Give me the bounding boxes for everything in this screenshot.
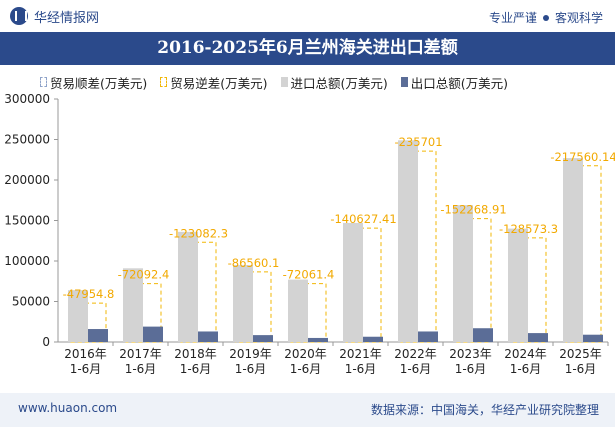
- x-tick-label: 1-6月: [70, 362, 102, 376]
- deficit-data-label: -128573.3: [499, 222, 558, 236]
- x-tick-label: 2019年: [229, 347, 272, 361]
- y-tick-label: 250000: [4, 133, 50, 147]
- x-tick-label: 2017年: [119, 347, 162, 361]
- import-bar: [178, 231, 198, 342]
- import-bar: [563, 158, 583, 342]
- x-tick-label: 1-6月: [125, 362, 157, 376]
- legend-label-import: 进口总额(万美元): [290, 75, 388, 91]
- export-bar: [473, 328, 493, 342]
- slogan: 专业严谨 客观科学: [489, 9, 603, 26]
- x-tick-label: 2025年: [559, 347, 602, 361]
- export-bar: [308, 337, 328, 342]
- deficit-data-label: -217560.14: [550, 150, 615, 164]
- import-bar: [288, 279, 308, 342]
- legend-swatch-deficit: [160, 77, 168, 87]
- x-tick-label: 2016年: [64, 347, 107, 361]
- chart-legend: 贸易顺差(万美元) 贸易逆差(万美元) 进口总额(万美元) 出口总额(万美元): [40, 73, 521, 92]
- x-tick-label: 1-6月: [180, 362, 212, 376]
- import-bar: [123, 268, 143, 342]
- deficit-bar: [565, 165, 602, 343]
- legend-item-import: 进口总额(万美元): [280, 73, 388, 92]
- x-tick-label: 2024年: [504, 347, 547, 361]
- import-bar: [68, 290, 88, 342]
- x-tick-label: 1-6月: [565, 362, 597, 376]
- import-bar: [343, 222, 363, 342]
- top-bar: 华经情报网 专业严谨 客观科学: [0, 0, 615, 32]
- x-tick-label: 1-6月: [510, 362, 542, 376]
- import-bar: [233, 265, 253, 342]
- legend-item-export: 出口总额(万美元): [400, 73, 509, 92]
- footer-source: 数据来源：中国海关，华经产业研究院整理: [370, 403, 599, 417]
- bar-chart: 0 50000 100000 150000 200000 250000 300000 -479…: [4, 92, 615, 376]
- x-tick-label: 1-6月: [290, 362, 322, 376]
- x-tick-label: 2020年: [284, 347, 327, 361]
- chart-title: 2016-2025年6月兰州海关进出口差额: [157, 38, 458, 58]
- deficit-data-label: -72061.4: [283, 268, 335, 282]
- y-tick-label: 300000: [4, 92, 50, 106]
- export-bar: [418, 331, 438, 342]
- slogan-right: 客观科学: [554, 11, 603, 25]
- export-bar: [528, 333, 548, 342]
- legend-swatch-surplus: [40, 77, 47, 87]
- brand-logo-icon: [10, 7, 28, 25]
- export-bar: [253, 335, 273, 342]
- bullet-dot-icon: [542, 14, 549, 21]
- deficit-data-label: -140627.41: [330, 212, 396, 226]
- slogan-left: 专业严谨: [488, 11, 537, 25]
- legend-swatch-export: [400, 77, 408, 87]
- legend-label-deficit: 贸易逆差(万美元): [170, 75, 268, 91]
- legend-label-export: 出口总额(万美元): [410, 75, 509, 91]
- legend-swatch-import: [280, 77, 288, 87]
- deficit-data-label: -47954.8: [63, 287, 115, 301]
- export-bar: [198, 331, 218, 342]
- x-tick-label: 1-6月: [400, 362, 432, 376]
- import-bar: [398, 140, 418, 342]
- y-tick-label: 0: [42, 335, 50, 349]
- x-tick-label: 2018年: [174, 347, 217, 361]
- deficit-bar: [400, 150, 437, 343]
- x-tick-label: 2021年: [339, 347, 382, 361]
- y-tick-label: 50000: [12, 295, 50, 309]
- export-bar: [88, 329, 108, 342]
- y-tick-label: 200000: [4, 173, 50, 187]
- deficit-data-label: -123082.3: [169, 226, 228, 240]
- brand: 华经情报网: [10, 7, 100, 26]
- footer: www.huaon.com 数据来源：中国海关，华经产业研究院整理: [0, 393, 615, 427]
- x-tick-label: 2023年: [449, 347, 492, 361]
- export-bar: [143, 326, 163, 342]
- x-tick-label: 1-6月: [345, 362, 377, 376]
- y-tick-label: 100000: [4, 254, 50, 268]
- legend-item-surplus: 贸易顺差(万美元): [40, 73, 147, 92]
- deficit-data-label: -72092.4: [118, 268, 170, 282]
- deficit-data-label: -86560.1: [228, 256, 280, 270]
- export-bar: [363, 336, 383, 342]
- legend-label-surplus: 贸易顺差(万美元): [50, 75, 148, 91]
- y-tick-label: 150000: [4, 214, 50, 228]
- footer-url: www.huaon.com: [18, 401, 118, 415]
- x-tick-label: 1-6月: [455, 362, 487, 376]
- deficit-data-label: -152268.91: [440, 203, 506, 217]
- legend-item-deficit: 贸易逆差(万美元): [160, 73, 268, 92]
- import-bar: [508, 228, 528, 342]
- title-bar: 2016-2025年6月兰州海关进出口差额: [0, 32, 615, 65]
- export-bar: [583, 334, 603, 342]
- import-bar: [453, 205, 473, 342]
- x-tick-label: 2022年: [394, 347, 437, 361]
- deficit-data-label: -235701: [394, 135, 442, 149]
- brand-name: 华经情报网: [34, 10, 100, 26]
- x-tick-label: 1-6月: [235, 362, 267, 376]
